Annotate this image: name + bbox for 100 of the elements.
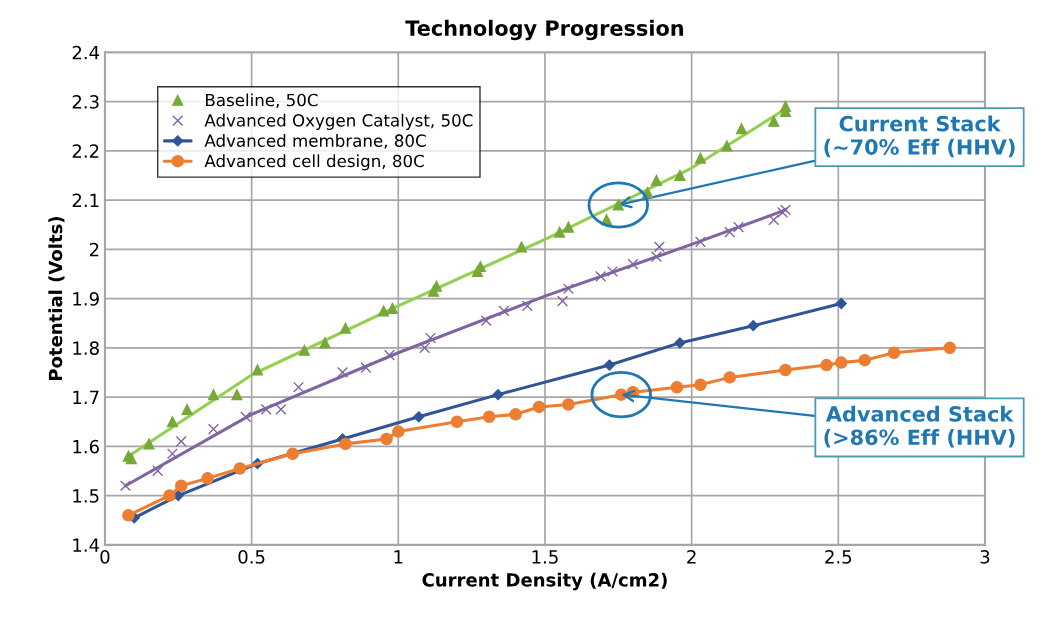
point [174, 479, 188, 492]
point [339, 322, 352, 334]
point [723, 371, 737, 384]
point [735, 123, 748, 135]
point [166, 416, 178, 428]
point [834, 356, 848, 369]
point [627, 258, 639, 270]
y-tick-label: 1.4 [73, 538, 100, 552]
point [383, 349, 396, 361]
point [562, 221, 574, 233]
point [650, 251, 662, 263]
point [450, 415, 464, 428]
point [233, 462, 247, 475]
point [674, 337, 686, 349]
point [562, 398, 575, 411]
point [498, 305, 510, 317]
point [595, 270, 607, 282]
point [509, 408, 522, 421]
y-tick-label: 2.1 [72, 193, 99, 207]
point [768, 214, 780, 226]
point [319, 337, 331, 349]
point [336, 366, 349, 379]
point [419, 342, 431, 354]
point [231, 389, 243, 401]
point [275, 403, 287, 415]
point [386, 302, 398, 314]
y-tick-label: 1.5 [73, 489, 99, 503]
point [556, 295, 569, 307]
point [260, 403, 272, 415]
point [424, 332, 437, 344]
point [943, 341, 957, 355]
point [515, 241, 528, 253]
point [201, 472, 214, 485]
point [152, 465, 164, 477]
y-tick-label: 1.6 [73, 439, 99, 454]
point [292, 381, 305, 393]
y-tick-label: 2 [89, 242, 99, 257]
point [887, 346, 901, 360]
point [298, 344, 310, 356]
point [181, 403, 193, 415]
legend-label: Advanced membrane, 80C [204, 134, 426, 149]
point [339, 437, 352, 451]
x-tick-label: 1.5 [532, 550, 558, 564]
y-tick-label: 1.7 [73, 390, 99, 404]
point [413, 411, 425, 423]
point [207, 389, 220, 401]
legend-label: Advanced cell design, 80C [204, 154, 424, 171]
point [378, 305, 390, 317]
annotation: Current Stack (~70% Eff (HHV) [824, 115, 1015, 158]
point [733, 221, 745, 233]
point [650, 174, 662, 186]
y-tick-label: 2.3 [72, 95, 99, 109]
point [492, 389, 504, 401]
point [612, 199, 624, 211]
point [532, 400, 546, 414]
point [670, 380, 684, 394]
annotation: Advanced Stack (>86% Eff (HHV) [824, 405, 1015, 448]
point [360, 361, 372, 374]
point [392, 425, 405, 438]
line-series [123, 208, 788, 488]
point [482, 410, 496, 424]
point [674, 169, 686, 182]
x-tick-label: 3 [980, 550, 990, 564]
x-tick-label: 1 [394, 550, 403, 564]
point [606, 265, 618, 278]
legend-label: Advanced Oxygen Catalyst, 50C [204, 113, 473, 130]
point [163, 489, 176, 502]
point [694, 378, 707, 392]
point [207, 423, 220, 435]
y-axis-title: Potential (Volts) [48, 216, 65, 381]
point [694, 236, 706, 248]
y-tick-label: 1.8 [73, 341, 99, 355]
point [820, 358, 833, 372]
y-tick-label: 1.9 [73, 292, 99, 306]
point [694, 152, 706, 164]
point [554, 226, 566, 238]
x-tick-label: 0 [100, 550, 110, 564]
y-tick-label: 2.2 [72, 144, 99, 158]
point [653, 241, 665, 253]
point [119, 480, 132, 492]
point [521, 300, 533, 312]
x-tick-label: 2 [687, 550, 696, 564]
point [286, 447, 299, 460]
point [768, 115, 780, 127]
point [562, 283, 574, 295]
point [240, 411, 252, 423]
x-axis-title: Current Density (A/cm2) [422, 572, 667, 591]
x-tick-label: 2.5 [825, 550, 852, 564]
point [779, 100, 792, 113]
point [143, 438, 155, 450]
point [779, 363, 792, 377]
y-tick-label: 2.4 [72, 45, 100, 60]
chart-title: Technology Progression [405, 19, 684, 41]
point [175, 435, 187, 447]
point [721, 140, 733, 152]
x-tick-label: 0.5 [238, 550, 265, 564]
point [858, 353, 871, 367]
point [251, 364, 264, 376]
point [166, 448, 178, 460]
point [724, 226, 736, 238]
